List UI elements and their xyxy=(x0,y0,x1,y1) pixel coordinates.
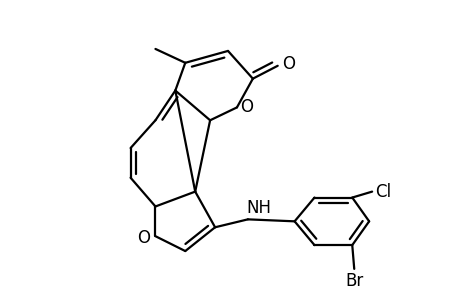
Text: O: O xyxy=(281,55,294,73)
Text: NH: NH xyxy=(246,200,270,217)
Text: O: O xyxy=(137,229,150,247)
Text: Br: Br xyxy=(344,272,363,290)
Text: O: O xyxy=(240,98,252,116)
Text: Cl: Cl xyxy=(374,183,391,201)
